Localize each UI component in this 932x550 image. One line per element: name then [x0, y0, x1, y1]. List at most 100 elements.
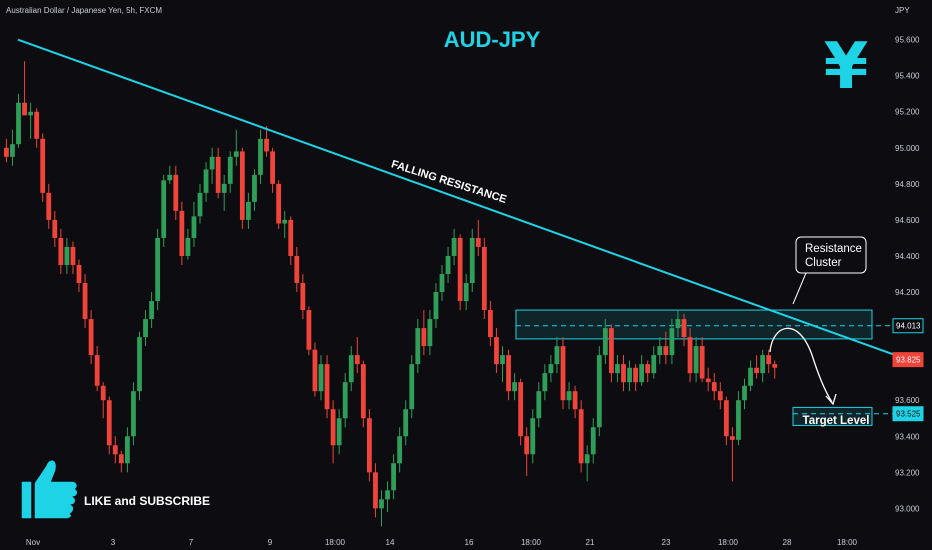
candle-body — [711, 382, 717, 392]
candle-body — [22, 102, 27, 116]
candle-body — [227, 156, 233, 184]
symbol-header: Australian Dollar / Japanese Yen, 5h, FX… — [6, 6, 162, 15]
candle-body — [730, 436, 735, 440]
candle-body — [118, 454, 124, 464]
candle-body — [494, 337, 499, 365]
candle-body — [578, 409, 584, 464]
candle-body — [427, 319, 433, 347]
candle-body — [506, 355, 511, 392]
candle — [554, 337, 560, 374]
candle-body — [633, 367, 638, 383]
candle — [723, 396, 729, 446]
target-zone — [792, 406, 873, 426]
candle — [318, 355, 324, 401]
candle — [385, 481, 390, 512]
candle — [276, 180, 282, 229]
candle-body — [536, 391, 542, 419]
candle-body — [681, 319, 687, 338]
candle-body — [518, 382, 524, 437]
candle-body — [566, 391, 572, 401]
candle-body — [657, 346, 663, 356]
candle — [179, 201, 185, 265]
candle — [427, 310, 433, 356]
candle — [560, 337, 566, 410]
callout-line1: Resistance — [805, 243, 862, 255]
candle — [34, 108, 40, 148]
resistance-price-text: 94.013 — [896, 322, 921, 331]
candle — [94, 346, 100, 392]
candle — [518, 378, 524, 446]
candle-body — [246, 201, 251, 220]
candle — [131, 382, 136, 446]
candle-body — [736, 400, 741, 440]
candle-body — [530, 418, 536, 455]
candle — [403, 400, 409, 446]
candle — [699, 337, 705, 383]
candle — [609, 324, 614, 383]
candle — [161, 174, 167, 247]
candle-body — [155, 237, 161, 302]
candle-body — [28, 111, 33, 116]
candle-body — [276, 183, 282, 224]
candle-body — [397, 436, 403, 464]
candle — [651, 346, 657, 379]
callout-pointer — [792, 272, 807, 305]
y-tick-label: 94.200 — [895, 288, 920, 297]
candle-body — [149, 301, 154, 320]
candle-body — [639, 364, 645, 383]
y-tick-label: 93.000 — [895, 504, 920, 513]
candle-body — [488, 310, 493, 338]
candle — [645, 360, 651, 383]
candle-body — [693, 346, 699, 374]
candle-body — [233, 151, 239, 157]
target-price-text: 93.525 — [896, 410, 921, 419]
candle-body — [663, 346, 669, 356]
candle — [149, 292, 154, 329]
y-tick-label: 94.400 — [895, 252, 920, 261]
candle — [197, 183, 203, 224]
candle — [675, 310, 681, 338]
candle-body — [754, 367, 759, 374]
candle-body — [258, 138, 263, 175]
candle — [46, 183, 52, 229]
candle — [548, 355, 554, 383]
candle — [602, 319, 608, 365]
candle-body — [439, 274, 445, 293]
candle-body — [221, 183, 227, 193]
candle-body — [602, 328, 608, 356]
y-tick-label: 95.200 — [895, 108, 920, 117]
candle — [415, 319, 421, 374]
candle — [687, 328, 693, 383]
candle — [209, 147, 215, 184]
candle-body — [52, 219, 58, 238]
candle — [125, 427, 130, 473]
arrow-head-icon — [825, 393, 837, 406]
candle — [191, 201, 197, 247]
candle — [312, 342, 318, 397]
candle-body — [433, 292, 439, 320]
candle — [469, 228, 475, 293]
candle — [82, 274, 88, 329]
candle — [64, 237, 70, 274]
candle — [324, 355, 330, 419]
candle-body — [596, 355, 602, 428]
target-price-tag — [892, 406, 924, 422]
candle-body — [306, 310, 312, 350]
candle — [748, 360, 753, 392]
candle — [754, 355, 759, 379]
y-tick-label: 95.400 — [895, 72, 920, 81]
callout-line2: Cluster — [805, 257, 842, 269]
candle — [669, 319, 675, 365]
candle — [264, 126, 269, 157]
candle-body — [348, 355, 354, 383]
candle-body — [373, 472, 378, 509]
candle-body — [137, 337, 142, 392]
candle-body — [354, 355, 360, 365]
candle-body — [161, 180, 167, 238]
candle — [221, 174, 227, 211]
candle — [766, 349, 772, 374]
candle-body — [609, 328, 614, 374]
candle — [4, 138, 9, 163]
cta-text: LIKE and SUBSCRIBE — [84, 494, 210, 508]
